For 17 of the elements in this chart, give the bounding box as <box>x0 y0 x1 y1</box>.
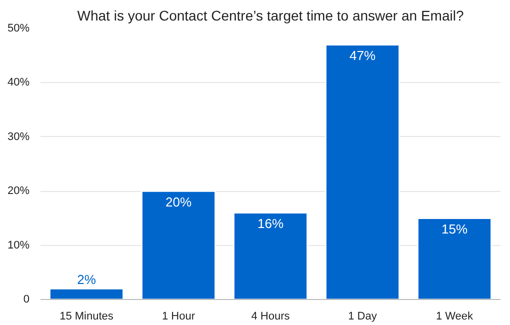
y-tick-label: 40% <box>7 76 30 89</box>
data-label: 15% <box>441 221 468 236</box>
data-label: 20% <box>165 194 192 210</box>
y-tick-label: 20% <box>7 185 30 198</box>
y-tick-label: 0 <box>23 294 30 306</box>
y-tick-label: 50% <box>7 22 30 34</box>
y-tick-label: 30% <box>7 130 30 143</box>
data-label: 2% <box>77 272 96 288</box>
chart-title: What is your Contact Centre’s target time to answer an Email? <box>77 8 464 24</box>
x-tick-label: 1 Hour <box>162 310 196 322</box>
x-tick-label: 1 Day <box>348 310 378 322</box>
x-tick-label: 1 Week <box>436 310 474 322</box>
x-tick-label: 15 Minutes <box>60 310 114 322</box>
data-label: 47% <box>349 48 376 64</box>
x-tick-label: 4 Hours <box>251 310 290 322</box>
y-tick-label: 10% <box>7 239 30 252</box>
data-label: 16% <box>257 216 284 232</box>
